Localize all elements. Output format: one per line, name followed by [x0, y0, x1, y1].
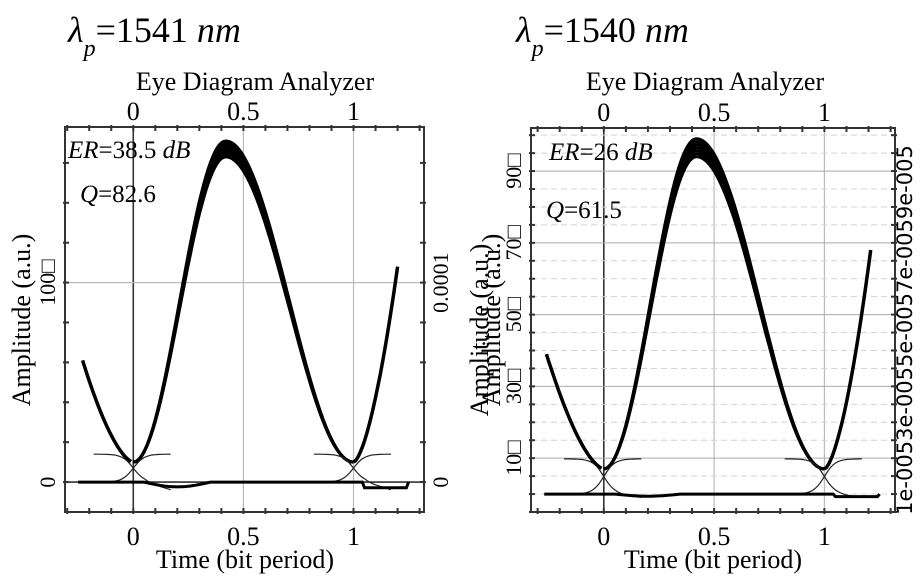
y-right-tick-label: 0	[428, 477, 453, 488]
lambda-subscript: p	[530, 36, 544, 62]
x-top-tick-label: 1	[347, 97, 360, 126]
chart-title: Eye Diagram Analyzer	[586, 67, 825, 96]
wavelength-unit: nm	[197, 10, 241, 50]
x-top-tick-label: 0.5	[698, 98, 731, 127]
plot-area	[544, 137, 881, 499]
q-annotation: Q=82.6	[80, 181, 156, 208]
eye-trace-right-edge	[352, 266, 400, 464]
x-tick-label: 0	[127, 522, 140, 551]
eye-trace-zero-level	[78, 480, 410, 490]
x-axis-label: Time (bit period)	[156, 545, 334, 574]
lambda-subscript: p	[82, 36, 96, 62]
y-tick-label: 100□	[35, 259, 60, 305]
x-tick-label: 0.5	[698, 522, 731, 551]
x-top-tick-label: 1	[818, 98, 831, 127]
ticks: 0 0 0.5 0.5 1 1 0 100□ 0 0.0001	[35, 97, 453, 551]
x-top-tick-label: 0	[597, 98, 610, 127]
eye-diagram-panel-1541nm: λp=1541 nm Eye Diagram Analyzer 0 0 0.5 0.5…	[7, 10, 494, 574]
grid	[531, 128, 895, 512]
panel-label: λp=1540 nm	[515, 10, 689, 62]
plot-frame	[530, 127, 896, 513]
er-annotation: ER=38.5 dB	[67, 137, 190, 164]
wavelength-value: =1540	[544, 10, 645, 50]
lambda-symbol: λ	[515, 10, 532, 50]
eye-trace-one-level	[133, 155, 354, 464]
y-right-tick-label: 0.0001	[428, 252, 453, 313]
eye-trace-zero-level	[544, 492, 881, 499]
eye-trace-crossing-rise	[93, 453, 171, 483]
y-axis-label-right: Amplitude (a.u.)	[465, 244, 494, 417]
y-tick-label: 30□	[501, 369, 526, 404]
y-tick-label: 90□	[501, 153, 526, 188]
panel-label: λp=1541 nm	[67, 10, 241, 62]
x-tick-label: 0.5	[227, 522, 260, 551]
eye-trace-crossing-rise	[313, 453, 391, 483]
chart-title: Eye Diagram Analyzer	[136, 67, 375, 96]
x-axis-label: Time (bit period)	[624, 545, 802, 574]
wavelength-value: =1541	[96, 10, 197, 50]
x-tick-label: 0	[597, 522, 610, 551]
y-tick-label: 50□	[501, 297, 526, 332]
er-annotation: ER=26 dB	[548, 139, 653, 166]
x-tick-label: 1	[818, 522, 831, 551]
ticks: 0 0 0.5 0.5 1 1 10□ 30□ 50□ 70□ 90□	[501, 98, 897, 551]
eye-trace-one-level	[603, 155, 825, 471]
y-tick-label: 10□	[501, 441, 526, 476]
q-annotation: Q=61.5	[546, 197, 622, 224]
y-axis-label-right: 1e-0053e-0055e-0057e-0059e-005	[893, 145, 917, 515]
x-top-tick-label: 0.5	[227, 97, 260, 126]
eye-trace-crossing-fall	[313, 453, 392, 491]
y-tick-label: 0	[35, 477, 60, 488]
plot-frame	[64, 126, 425, 513]
eye-trace-right-edge	[823, 249, 873, 471]
eye-diagram-panel-1540nm: λp=1540 nm Eye Diagram Analyzer 0 0 0.5 0.5…	[477, 10, 917, 574]
x-tick-label: 1	[347, 522, 360, 551]
x-top-tick-label: 0	[127, 97, 140, 126]
y-axis-label: Amplitude (a.u.)	[477, 234, 506, 407]
wavelength-unit: nm	[645, 10, 689, 50]
eye-trace-left-edge	[544, 353, 603, 470]
lambda-symbol: λ	[67, 10, 84, 50]
y-tick-label: 70□	[501, 225, 526, 260]
plot-area	[78, 139, 410, 491]
eye-trace-left-edge	[80, 359, 133, 463]
y-axis-label: Amplitude (a.u.)	[7, 234, 36, 407]
